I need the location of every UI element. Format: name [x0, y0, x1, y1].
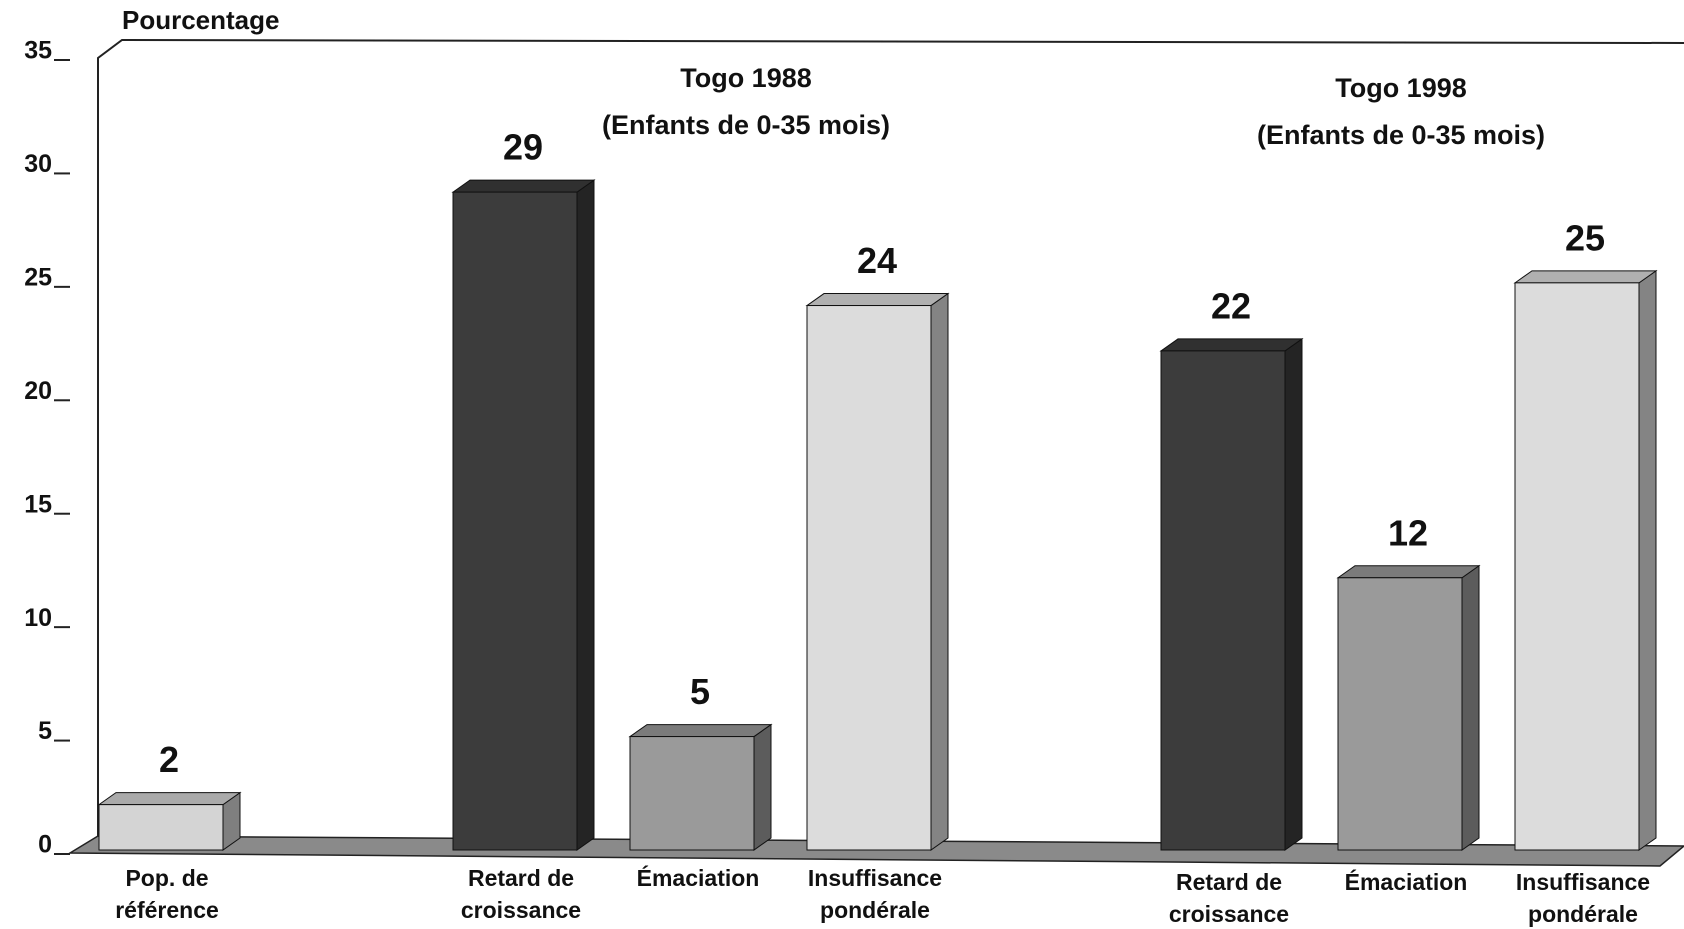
bar-top — [805, 293, 950, 307]
data-label: 29 — [503, 127, 543, 168]
bar — [98, 804, 224, 851]
bar-top — [1159, 338, 1304, 352]
bar-side — [1461, 564, 1480, 851]
bar-top — [451, 179, 596, 193]
annotation: Togo 1998 — [1335, 73, 1467, 103]
y-tick-label: 0 — [38, 831, 52, 859]
bar — [1160, 350, 1286, 851]
bar-side — [930, 292, 949, 851]
data-label: 12 — [1388, 512, 1428, 553]
x-tick-label: Retard de croissance — [460, 865, 582, 923]
x-tick-label: Émaciation — [636, 865, 760, 891]
x-tick-label: Insuffisance pondérale — [1515, 869, 1651, 927]
x-tick-label: Insuffisance pondérale — [807, 865, 943, 923]
y-tick-label: 30 — [24, 150, 52, 178]
bar-side — [576, 179, 595, 851]
bar-side — [753, 723, 772, 851]
y-tick-label: 5 — [38, 717, 52, 745]
bar-side — [1284, 337, 1303, 851]
bar — [806, 305, 932, 851]
y-tick-label: 15 — [24, 490, 52, 518]
x-tick-label: Retard de croissance — [1168, 869, 1290, 927]
bar-top — [1513, 270, 1658, 284]
annotation: Togo 1988 — [680, 63, 812, 93]
bar-side — [1638, 269, 1657, 851]
x-tick-label: Émaciation — [1344, 869, 1468, 895]
y-tick-label: 35 — [24, 37, 52, 65]
bar-top — [628, 724, 773, 738]
bar — [452, 191, 578, 851]
y-tick-label: 25 — [24, 263, 52, 291]
bar-top — [97, 792, 242, 806]
data-label: 5 — [690, 671, 710, 712]
bar-top — [1336, 565, 1481, 579]
annotation: (Enfants de 0-35 mois) — [602, 110, 890, 140]
annotation: (Enfants de 0-35 mois) — [1257, 120, 1545, 150]
x-tick-label: Pop. de référence — [115, 865, 219, 923]
data-label: 25 — [1565, 217, 1605, 258]
y-tick-label: 10 — [24, 604, 52, 632]
data-label: 2 — [159, 739, 179, 780]
back-wall — [97, 38, 1684, 850]
bar — [1514, 282, 1640, 851]
data-label: 24 — [857, 240, 897, 281]
bar — [1337, 577, 1463, 851]
data-label: 22 — [1211, 285, 1251, 326]
bar — [629, 736, 755, 851]
y-axis-label: Pourcentage — [122, 5, 280, 35]
y-tick-label: 20 — [24, 377, 52, 405]
